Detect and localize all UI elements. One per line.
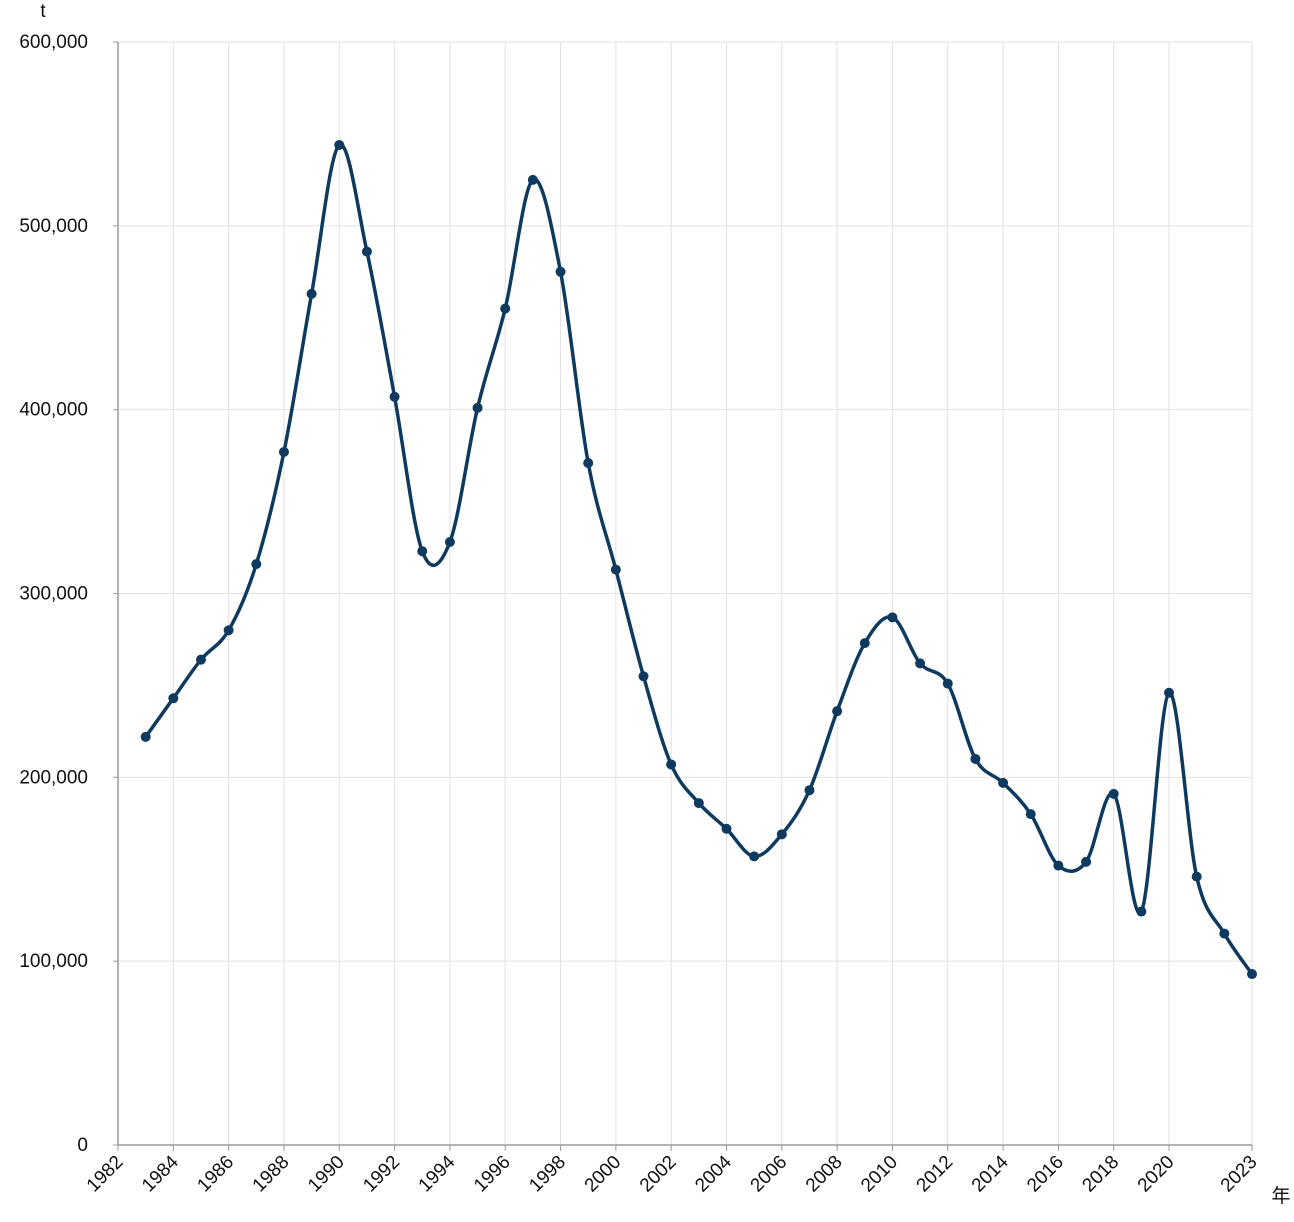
data-point bbox=[527, 174, 538, 185]
data-point bbox=[1247, 969, 1257, 980]
data-point bbox=[168, 693, 179, 704]
x-tick-label: 2014 bbox=[968, 1151, 1013, 1196]
y-tick-label: 100,000 bbox=[19, 951, 88, 972]
x-tick-label: 2010 bbox=[857, 1152, 902, 1197]
y-tick-label: 300,000 bbox=[19, 584, 88, 605]
data-point bbox=[887, 612, 898, 623]
x-tick-label: 2020 bbox=[1134, 1152, 1179, 1197]
data-point bbox=[444, 537, 455, 548]
data-point bbox=[472, 402, 483, 413]
data-point bbox=[721, 823, 732, 834]
horizontal-gridlines bbox=[118, 41, 1252, 962]
data-point bbox=[278, 446, 289, 457]
data-point bbox=[1219, 928, 1230, 939]
data-point bbox=[1164, 687, 1175, 698]
data-point bbox=[942, 678, 953, 689]
x-tick-labels: 1982 1984 1986 1988 1990 1992 1994 1996 1998 2000… bbox=[83, 1145, 1262, 1196]
data-point bbox=[749, 851, 760, 862]
y-tick-label: 500,000 bbox=[19, 216, 88, 237]
data-point bbox=[1081, 856, 1092, 867]
data-point bbox=[223, 625, 234, 636]
y-tick-label: 400,000 bbox=[19, 400, 88, 421]
data-point bbox=[140, 731, 151, 742]
x-tick-label: 2008 bbox=[802, 1152, 847, 1197]
data-point bbox=[610, 564, 621, 575]
x-tick-label: 1990 bbox=[304, 1152, 349, 1197]
data-point bbox=[915, 658, 926, 669]
x-tick-label: 1982 bbox=[83, 1152, 128, 1197]
y-tick-label: 200,000 bbox=[19, 767, 88, 788]
data-point bbox=[1053, 860, 1064, 871]
data-point bbox=[693, 798, 704, 809]
x-tick-label: 1984 bbox=[138, 1151, 183, 1196]
data-point bbox=[306, 288, 317, 299]
y-tick-label: 600,000 bbox=[19, 32, 88, 53]
y-tick-label: 0 bbox=[77, 1135, 88, 1156]
data-point bbox=[334, 139, 345, 150]
data-point bbox=[251, 559, 262, 570]
data-point bbox=[555, 266, 566, 277]
data-point bbox=[583, 457, 594, 468]
x-tick-label: 2000 bbox=[581, 1152, 626, 1197]
x-tick-label: 1996 bbox=[470, 1152, 515, 1197]
data-point bbox=[389, 391, 400, 402]
x-tick-label: 2023 bbox=[1217, 1152, 1262, 1197]
x-tick-label: 1988 bbox=[249, 1152, 294, 1197]
data-point bbox=[1108, 788, 1119, 799]
x-tick-label: 1986 bbox=[193, 1152, 238, 1197]
x-tick-label: 1992 bbox=[359, 1152, 404, 1197]
data-point bbox=[1191, 871, 1202, 882]
data-point bbox=[776, 829, 787, 840]
data-point bbox=[859, 638, 870, 649]
x-axis-unit-label: 年 bbox=[1271, 1185, 1290, 1207]
x-tick-label: 2018 bbox=[1078, 1152, 1123, 1197]
x-tick-label: 2004 bbox=[691, 1151, 736, 1196]
data-point bbox=[970, 753, 981, 764]
data-point bbox=[195, 654, 206, 665]
data-point bbox=[666, 759, 677, 770]
vertical-gridlines bbox=[172, 42, 1253, 1145]
data-point bbox=[361, 246, 372, 257]
data-point bbox=[804, 785, 815, 796]
y-axis-unit-label: t bbox=[40, 1, 46, 22]
x-tick-label: 2012 bbox=[913, 1152, 958, 1197]
x-tick-label: 1998 bbox=[525, 1152, 570, 1197]
data-point bbox=[1136, 906, 1147, 917]
x-tick-label: 1994 bbox=[415, 1151, 460, 1196]
data-point bbox=[638, 671, 649, 682]
series-line bbox=[143, 143, 1254, 976]
data-points bbox=[140, 139, 1257, 980]
data-point bbox=[832, 706, 843, 717]
x-tick-label: 2006 bbox=[747, 1152, 792, 1197]
y-tick-labels: 0 100,000 200,000 300,000 400,000 500,000 600,… bbox=[19, 32, 118, 1156]
x-tick-label: 2002 bbox=[636, 1152, 681, 1197]
data-point bbox=[1025, 809, 1036, 820]
data-point bbox=[998, 777, 1009, 788]
data-point bbox=[500, 303, 511, 314]
data-point bbox=[417, 546, 428, 557]
x-tick-label: 2016 bbox=[1023, 1152, 1068, 1197]
